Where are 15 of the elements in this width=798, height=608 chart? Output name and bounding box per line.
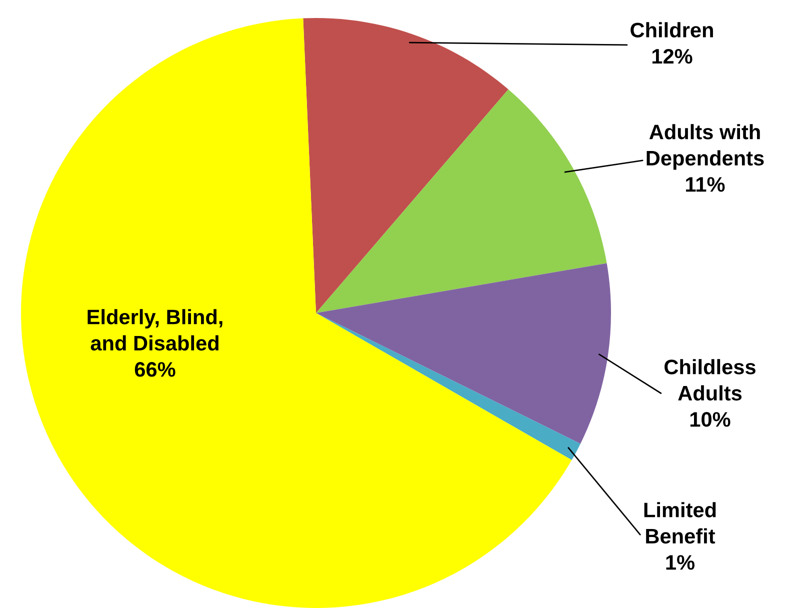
pie-slice: [21, 18, 572, 608]
data-label: 11%: [686, 177, 725, 192]
pie-slice: [316, 263, 611, 444]
slice-label: Childless Adults: [664, 359, 756, 401]
pie-slice: [316, 313, 580, 460]
pie-slice: [316, 89, 607, 313]
pie-slice: [303, 18, 508, 313]
data-label: 66%: [134, 362, 176, 377]
slice-label: Children: [630, 22, 713, 38]
slice-label: Elderly, Blind, and Disabled: [88, 309, 222, 351]
slice-label: Limited Benefit: [644, 502, 716, 544]
data-label: 12%: [652, 48, 692, 64]
slice-label: Adults with Dependents: [646, 124, 764, 170]
data-label: 1%: [666, 555, 695, 570]
data-label: 10%: [690, 412, 730, 427]
